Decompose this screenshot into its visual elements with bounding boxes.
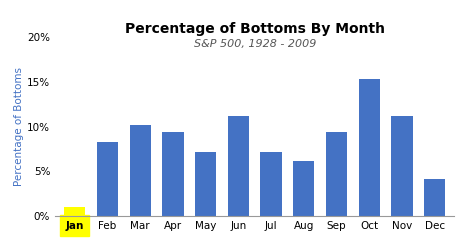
Bar (64, 207, 85, 216)
Bar (97, 142, 118, 216)
Text: WHEN MARKETS BOTTOM (3-MONTH LOWS): WHEN MARKETS BOTTOM (3-MONTH LOWS) (7, 10, 349, 25)
Bar (195, 153, 216, 216)
Bar (293, 161, 314, 216)
Bar (260, 153, 282, 216)
Bar (129, 125, 151, 216)
Title: Percentage of Bottoms By Month: Percentage of Bottoms By Month (125, 22, 385, 36)
Text: S&P 500, 1928 - 2009: S&P 500, 1928 - 2009 (194, 39, 316, 49)
Bar (424, 179, 445, 216)
Y-axis label: Percentage of Bottoms: Percentage of Bottoms (14, 67, 24, 186)
Bar (162, 132, 184, 216)
Bar (358, 79, 380, 216)
Bar (326, 132, 347, 216)
Bar (392, 116, 413, 216)
Bar (228, 116, 249, 216)
